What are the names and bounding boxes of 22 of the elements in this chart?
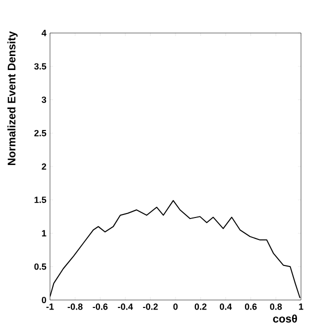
y-tick-label: 1 bbox=[42, 230, 46, 236]
y-tick-label: 2 bbox=[42, 163, 46, 170]
y-tick-label: 4 bbox=[42, 30, 46, 36]
x-tick-label: 1 bbox=[299, 304, 304, 310]
y-axis-title: Normalized Event Density bbox=[7, 31, 18, 166]
y-tick-label: 0 bbox=[42, 296, 46, 304]
x-tick-label: -0.4 bbox=[118, 304, 133, 310]
y-tick-label: 2.5 bbox=[34, 130, 46, 136]
x-tick-label: -0.6 bbox=[92, 304, 108, 310]
y-tick-label: 3 bbox=[42, 96, 46, 103]
x-tick-label: 0.6 bbox=[244, 304, 257, 310]
x-tick-label: -0.8 bbox=[68, 304, 83, 310]
y-tick-label: 3.5 bbox=[34, 63, 46, 70]
x-tick-label: 0.2 bbox=[194, 304, 206, 310]
y-tick-label: 0.5 bbox=[34, 263, 46, 270]
x-tick-label: -0.2 bbox=[143, 304, 158, 310]
x-axis-title: cosθ bbox=[273, 314, 297, 323]
y-tick-label: 1.5 bbox=[34, 196, 46, 204]
x-tick-label: -1 bbox=[46, 304, 54, 310]
x-tick-label: 0.8 bbox=[270, 304, 282, 310]
x-tick-label: 0.4 bbox=[220, 304, 232, 310]
x-tick-label: 0 bbox=[173, 304, 178, 310]
